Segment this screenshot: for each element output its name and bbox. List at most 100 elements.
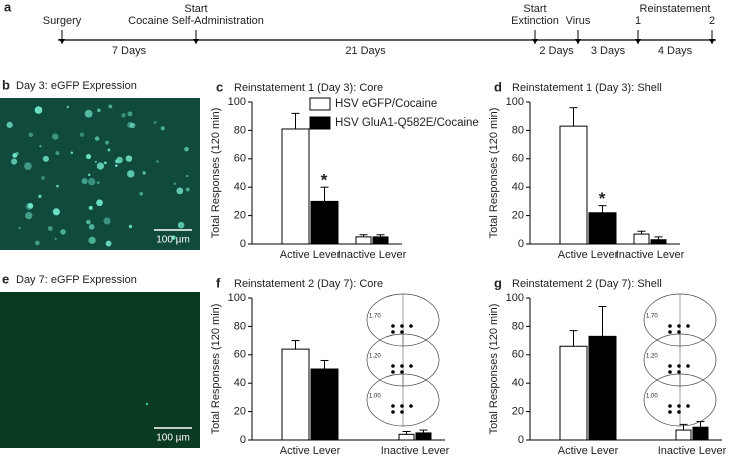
cell xyxy=(176,187,184,195)
bar xyxy=(675,429,692,441)
placement-dot xyxy=(391,324,395,328)
atlas-label: 1.20 xyxy=(646,354,658,360)
placement-dot xyxy=(677,404,681,408)
chart-title: Reinstatement 2 (Day 7): Core xyxy=(234,278,383,290)
event-label: Extinction xyxy=(511,15,559,27)
cell xyxy=(51,133,59,140)
event-label: Surgery xyxy=(43,15,82,27)
x-tick-label: Inactive Lever xyxy=(616,249,685,261)
bar xyxy=(415,432,432,441)
event-label: Start xyxy=(184,3,207,15)
cell xyxy=(84,109,93,118)
placement-dot xyxy=(677,324,681,328)
cell xyxy=(25,211,33,220)
cell xyxy=(56,184,59,188)
placement-dot xyxy=(677,364,681,368)
cell xyxy=(52,208,60,216)
y-tick-label: 60 xyxy=(512,349,524,361)
duration-label: 7 Days xyxy=(112,45,147,57)
cell xyxy=(105,240,112,247)
cell xyxy=(28,132,34,138)
cell xyxy=(41,175,45,180)
placement-dot xyxy=(400,370,404,374)
atlas-label: 1.00 xyxy=(646,394,658,400)
panel-label: b xyxy=(2,77,10,92)
cell xyxy=(173,182,177,185)
y-tick-label: 40 xyxy=(234,181,246,193)
duration-label: 2 Days xyxy=(539,45,574,57)
scale-label: 100 µm xyxy=(156,433,190,444)
bar xyxy=(633,233,650,245)
cell xyxy=(70,151,74,154)
bar xyxy=(310,368,339,441)
x-tick-label: Active Lever xyxy=(558,249,619,261)
bar xyxy=(559,125,588,245)
bar xyxy=(281,348,310,441)
timeline-arrow xyxy=(575,39,581,44)
bar xyxy=(398,433,415,441)
cell xyxy=(86,219,91,225)
bar xyxy=(281,128,310,245)
chart-title: Reinstatement 1 (Day 3): Core xyxy=(234,82,383,94)
cell xyxy=(146,403,148,405)
panel-label: g xyxy=(494,275,502,290)
placement-dot xyxy=(686,404,690,408)
atlas-label: 1.70 xyxy=(369,314,381,320)
cell xyxy=(103,161,107,165)
y-tick-label: 100 xyxy=(228,292,246,304)
cell xyxy=(139,191,144,196)
panel-label: e xyxy=(2,271,9,286)
y-tick-label: 0 xyxy=(240,238,246,250)
cell xyxy=(128,224,133,229)
atlas-label: 1.70 xyxy=(646,314,658,320)
x-tick-label: Inactive Lever xyxy=(658,445,727,457)
placement-dot xyxy=(668,410,672,414)
placement-dot xyxy=(668,364,672,368)
cell xyxy=(54,237,57,240)
cell xyxy=(38,194,42,199)
placement-dot xyxy=(391,410,395,414)
cell xyxy=(27,203,34,209)
y-axis-label: Total Responses (120 min) xyxy=(488,108,500,239)
cell xyxy=(96,199,103,207)
timeline-arrow xyxy=(59,39,65,44)
placement-dot xyxy=(391,364,395,368)
bar xyxy=(355,236,372,245)
bar xyxy=(372,236,389,245)
image-title: Day 3: eGFP Expression xyxy=(16,80,137,92)
cell xyxy=(121,113,126,118)
cell xyxy=(96,181,100,184)
cell xyxy=(11,158,18,165)
cell xyxy=(55,151,60,156)
placement-dot xyxy=(400,410,404,414)
y-tick-label: 20 xyxy=(512,406,524,418)
bar xyxy=(588,212,617,245)
y-tick-label: 40 xyxy=(234,377,246,389)
bar xyxy=(692,426,709,441)
y-tick-label: 40 xyxy=(512,181,524,193)
chart-title: Reinstatement 2 (Day 7): Shell xyxy=(512,278,662,290)
micrograph xyxy=(0,98,200,250)
cell xyxy=(12,153,18,158)
cell xyxy=(47,226,53,231)
cell xyxy=(127,111,133,117)
cell xyxy=(79,132,85,137)
event-label: 2 xyxy=(709,15,715,27)
y-tick-label: 0 xyxy=(240,434,246,446)
panel-label: c xyxy=(216,79,223,94)
y-tick-label: 0 xyxy=(518,238,524,250)
cell xyxy=(60,229,66,235)
atlas-label: 1.20 xyxy=(369,354,381,360)
image-title: Day 7: eGFP Expression xyxy=(16,274,137,286)
legend-label: HSV GluA1-Q582E/Cocaine xyxy=(335,117,479,129)
panel-label: f xyxy=(216,275,221,290)
timeline-arrow xyxy=(709,39,715,44)
placement-dot xyxy=(400,324,404,328)
cell xyxy=(24,162,32,170)
cell xyxy=(87,177,96,186)
panel-label: a xyxy=(4,0,12,14)
x-tick-label: Inactive Lever xyxy=(381,445,450,457)
placement-dot xyxy=(668,370,672,374)
cell xyxy=(103,217,111,225)
